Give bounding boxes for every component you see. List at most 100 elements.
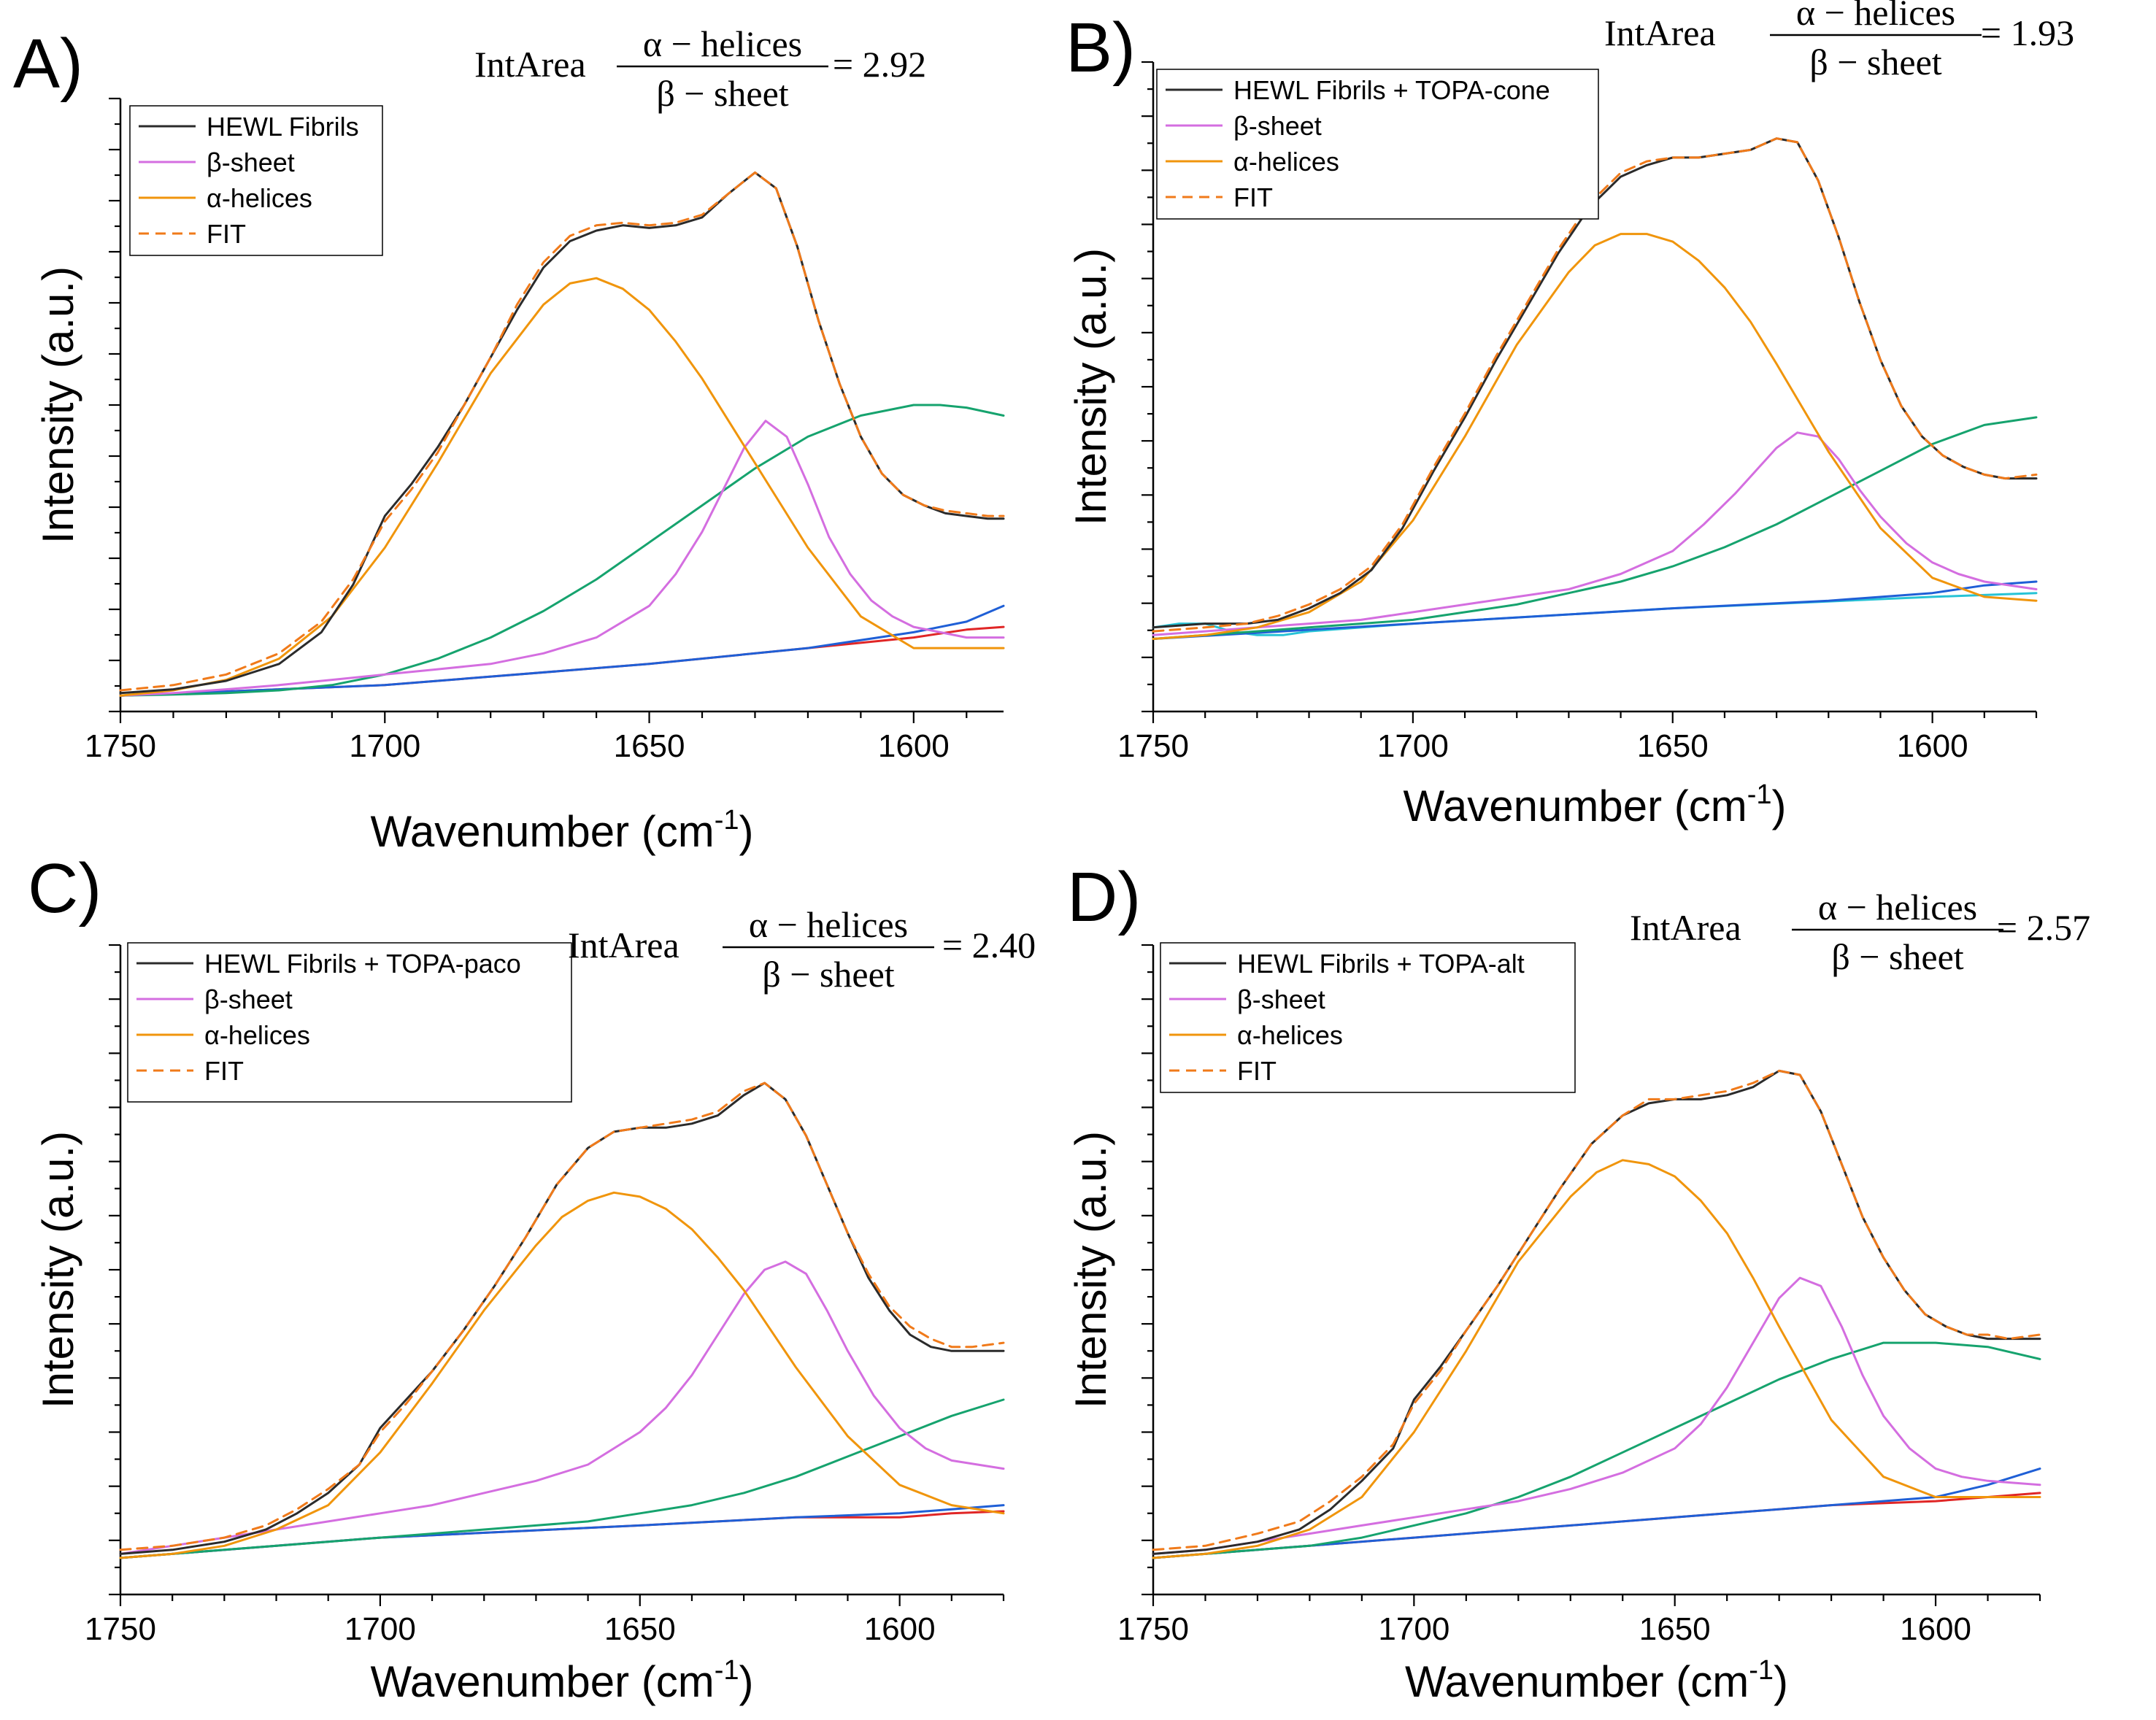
legend (1156, 69, 1599, 220)
legend-label: HEWL Fibrils + TOPA-alt (1237, 949, 1525, 979)
panel-letter: D) (1067, 858, 1141, 936)
x-tick-label: 1600 (878, 728, 950, 764)
legend (129, 105, 383, 256)
legend-label: α-helices (204, 1020, 310, 1050)
series-alpha (1152, 233, 2038, 640)
formula-value: = 2.57 (1997, 907, 2090, 948)
legend-label: α-helices (1233, 147, 1339, 177)
x-axis-title-superscript: -1 (715, 805, 739, 836)
series-alpha (119, 277, 1005, 697)
x-axis-title: Wavenumber (cm-1) (1405, 1655, 1788, 1706)
x-axis-title: Wavenumber (cm-1) (1404, 779, 1787, 830)
formula-prefix: IntArea (474, 44, 586, 85)
formula-value: = 2.40 (942, 925, 1036, 965)
legend-label: β-sheet (207, 147, 295, 177)
x-axis-title-close: ) (739, 1657, 754, 1706)
x-tick-label: 1600 (1900, 1611, 1971, 1647)
x-axis-title-superscript: -1 (1747, 779, 1772, 810)
formula-value: = 2.92 (833, 44, 926, 85)
series-blue (1152, 580, 2038, 640)
panel-c: 1750 1700 1650 1600 Wavenumber (cm-1) Intensi… (28, 849, 1036, 1706)
x-tick-label: 1750 (85, 1611, 156, 1647)
panel-letter: C) (28, 849, 101, 928)
panel-letter: A) (13, 25, 83, 103)
formula-denominator: β − sheet (1809, 42, 1941, 82)
x-axis-title-text: Wavenumber (cm (1404, 782, 1747, 830)
formula-denominator: β − sheet (1831, 936, 1963, 977)
series-blue (119, 604, 1005, 697)
formula-numerator: α − helices (643, 23, 802, 64)
series-alpha (1152, 1159, 2041, 1559)
series-red (119, 625, 1005, 697)
legend-label: β-sheet (1233, 111, 1322, 141)
x-axis-title: Wavenumber (cm-1) (371, 1655, 754, 1706)
series-blue (1152, 1468, 2041, 1559)
x-axis-title-text: Wavenumber (cm (371, 1657, 715, 1706)
series-green (119, 404, 1005, 697)
series-alpha (119, 1191, 1005, 1559)
panel-a: 1750 1700 1650 1600 Wavenumber (cm-1) Intensi… (13, 23, 1005, 856)
x-tick-label: 1650 (1639, 1611, 1711, 1647)
x-tick-label: 1750 (85, 728, 156, 764)
series-fit (1152, 137, 2038, 633)
x-axis-title-text: Wavenumber (cm (371, 807, 715, 856)
x-axis-title-superscript: -1 (1749, 1655, 1774, 1686)
x-tick-label: 1700 (1377, 728, 1449, 764)
y-axis-title: Intensity (a.u.) (34, 1131, 82, 1408)
x-tick-label: 1700 (344, 1611, 416, 1647)
x-axis-title-text: Wavenumber (cm (1405, 1657, 1749, 1706)
formula-numerator: α − helices (1818, 887, 1977, 928)
series-beta (119, 1260, 1005, 1555)
legend-label: FIT (1237, 1056, 1277, 1086)
legend-label: HEWL Fibrils + TOPA-paco (204, 949, 521, 979)
x-tick-label: 1650 (614, 728, 685, 764)
formula-denominator: β − sheet (762, 954, 894, 995)
x-tick-label: 1600 (864, 1611, 936, 1647)
series-beta (119, 420, 1005, 697)
series-beta (1152, 431, 2038, 636)
formula-numerator: α − helices (749, 904, 908, 945)
series-beta (1152, 1276, 2041, 1555)
formula-prefix: IntArea (1630, 907, 1741, 948)
legend-label: HEWL Fibrils (207, 112, 359, 142)
x-axis-title-close: ) (1772, 782, 1787, 830)
legend-label: β-sheet (1237, 984, 1325, 1014)
formula-denominator: β − sheet (656, 73, 788, 114)
formula-value: = 1.93 (1981, 12, 2074, 53)
legend-label: FIT (204, 1056, 244, 1086)
series-green (1152, 1341, 2041, 1559)
formula-prefix: IntArea (1604, 12, 1716, 53)
panel-letter: B) (1066, 9, 1136, 87)
y-axis-title: Intensity (a.u.) (1066, 1131, 1115, 1408)
legend-label: β-sheet (204, 984, 293, 1014)
legend (127, 942, 572, 1103)
x-axis-title-close: ) (1774, 1657, 1788, 1706)
legend (1160, 942, 1576, 1093)
series-fit (1152, 1069, 2041, 1551)
series-blue (119, 1504, 1005, 1559)
formula-numerator: α − helices (1796, 0, 1955, 33)
legend-label: α-helices (1237, 1020, 1343, 1050)
x-tick-label: 1700 (1378, 1611, 1449, 1647)
y-axis-title: Intensity (a.u.) (1066, 248, 1115, 525)
panel-d: 1750 1700 1650 1600 Wavenumber (cm-1) Intensi… (1066, 858, 2090, 1706)
x-tick-label: 1750 (1117, 728, 1189, 764)
x-tick-label: 1600 (1897, 728, 1968, 764)
series-fit (119, 1081, 1005, 1551)
legend-label: HEWL Fibrils + TOPA-cone (1233, 75, 1550, 105)
series-data (119, 1081, 1005, 1555)
legend-label: FIT (1233, 182, 1273, 212)
formula-prefix: IntArea (568, 925, 679, 965)
panel-b: 1750 1700 1650 1600 Wavenumber (cm-1) Intensi… (1066, 0, 2074, 830)
x-axis-title: Wavenumber (cm-1) (371, 805, 754, 856)
x-axis-title-close: ) (739, 807, 754, 856)
series-green (119, 1398, 1005, 1559)
x-axis-title-superscript: -1 (715, 1655, 739, 1686)
y-axis-title: Intensity (a.u.) (34, 266, 82, 544)
x-tick-label: 1750 (1117, 1611, 1189, 1647)
series-red (119, 1510, 1005, 1559)
x-tick-label: 1650 (604, 1611, 676, 1647)
series-green (1152, 416, 2038, 640)
legend-label: α-helices (207, 183, 312, 213)
